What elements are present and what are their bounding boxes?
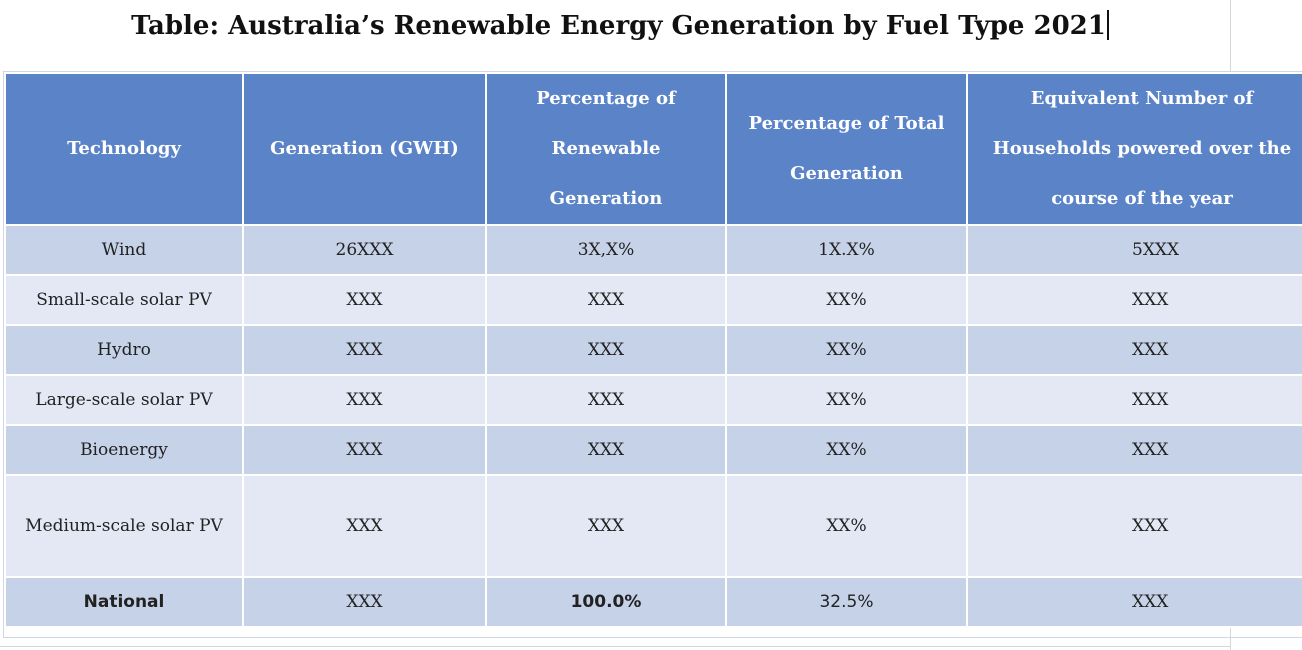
cell-pct-total: XX% bbox=[725, 374, 968, 426]
cell-pct-total: 32.5% bbox=[725, 576, 968, 628]
table-row: Medium-scale solar PV XXX XXX XX% XXX bbox=[4, 474, 1302, 578]
cell-households: XXX bbox=[966, 424, 1302, 476]
cell-pct-renewable: XXX bbox=[485, 274, 727, 326]
cell-households: XXX bbox=[966, 274, 1302, 326]
renewable-energy-table: Technology Generation (GWH) Percentage o… bbox=[4, 72, 1302, 628]
table-row: Bioenergy XXX XXX XX% XXX bbox=[4, 424, 1302, 476]
cell-pct-renewable: 3X,X% bbox=[485, 224, 727, 276]
header-row: Technology Generation (GWH) Percentage o… bbox=[4, 72, 1302, 226]
page-bottom-edge bbox=[0, 646, 1230, 647]
cell-generation: 26XXX bbox=[242, 224, 487, 276]
cell-technology: Small-scale solar PV bbox=[4, 274, 244, 326]
cell-generation: XXX bbox=[242, 374, 487, 426]
cell-technology: Wind bbox=[4, 224, 244, 276]
table-row-national: National XXX 100.0% 32.5% XXX bbox=[4, 576, 1302, 628]
table-title[interactable]: Table: Australia’s Renewable Energy Gene… bbox=[0, 10, 1240, 41]
cell-households: XXX bbox=[966, 474, 1302, 578]
header-generation: Generation (GWH) bbox=[242, 72, 487, 226]
cell-pct-renewable: 100.0% bbox=[485, 576, 727, 628]
cell-households: 5XXX bbox=[966, 224, 1302, 276]
cell-technology: Large-scale solar PV bbox=[4, 374, 244, 426]
table-row: Hydro XXX XXX XX% XXX bbox=[4, 324, 1302, 376]
cell-technology: Hydro bbox=[4, 324, 244, 376]
table-row: Small-scale solar PV XXX XXX XX% XXX bbox=[4, 274, 1302, 326]
cell-pct-total: XX% bbox=[725, 424, 968, 476]
table-row: Wind 26XXX 3X,X% 1X.X% 5XXX bbox=[4, 224, 1302, 276]
cell-households: XXX bbox=[966, 324, 1302, 376]
cell-generation: XXX bbox=[242, 474, 487, 578]
table-title-text: Table: Australia’s Renewable Energy Gene… bbox=[131, 11, 1106, 41]
cell-generation: XXX bbox=[242, 324, 487, 376]
cell-pct-renewable: XXX bbox=[485, 374, 727, 426]
cell-pct-renewable: XXX bbox=[485, 324, 727, 376]
header-percentage-renewable: Percentage of Renewable Generation bbox=[485, 72, 727, 226]
header-technology: Technology bbox=[4, 72, 244, 226]
cell-technology: Bioenergy bbox=[4, 424, 244, 476]
cell-pct-total: XX% bbox=[725, 324, 968, 376]
cell-households: XXX bbox=[966, 576, 1302, 628]
cell-pct-renewable: XXX bbox=[485, 474, 727, 578]
cell-pct-renewable: XXX bbox=[485, 424, 727, 476]
cell-pct-total: 1X.X% bbox=[725, 224, 968, 276]
renewable-energy-table-frame: Technology Generation (GWH) Percentage o… bbox=[3, 71, 1302, 638]
cell-technology: National bbox=[4, 576, 244, 628]
cell-generation: XXX bbox=[242, 576, 487, 628]
table-row: Large-scale solar PV XXX XXX XX% XXX bbox=[4, 374, 1302, 426]
header-percentage-total: Percentage of Total Generation bbox=[725, 72, 968, 226]
cell-households: XXX bbox=[966, 374, 1302, 426]
header-households: Equivalent Number of Households powered … bbox=[966, 72, 1302, 226]
cell-pct-total: XX% bbox=[725, 474, 968, 578]
cell-technology: Medium-scale solar PV bbox=[4, 474, 244, 578]
cell-generation: XXX bbox=[242, 274, 487, 326]
text-cursor bbox=[1106, 10, 1109, 40]
cell-pct-total: XX% bbox=[725, 274, 968, 326]
cell-generation: XXX bbox=[242, 424, 487, 476]
